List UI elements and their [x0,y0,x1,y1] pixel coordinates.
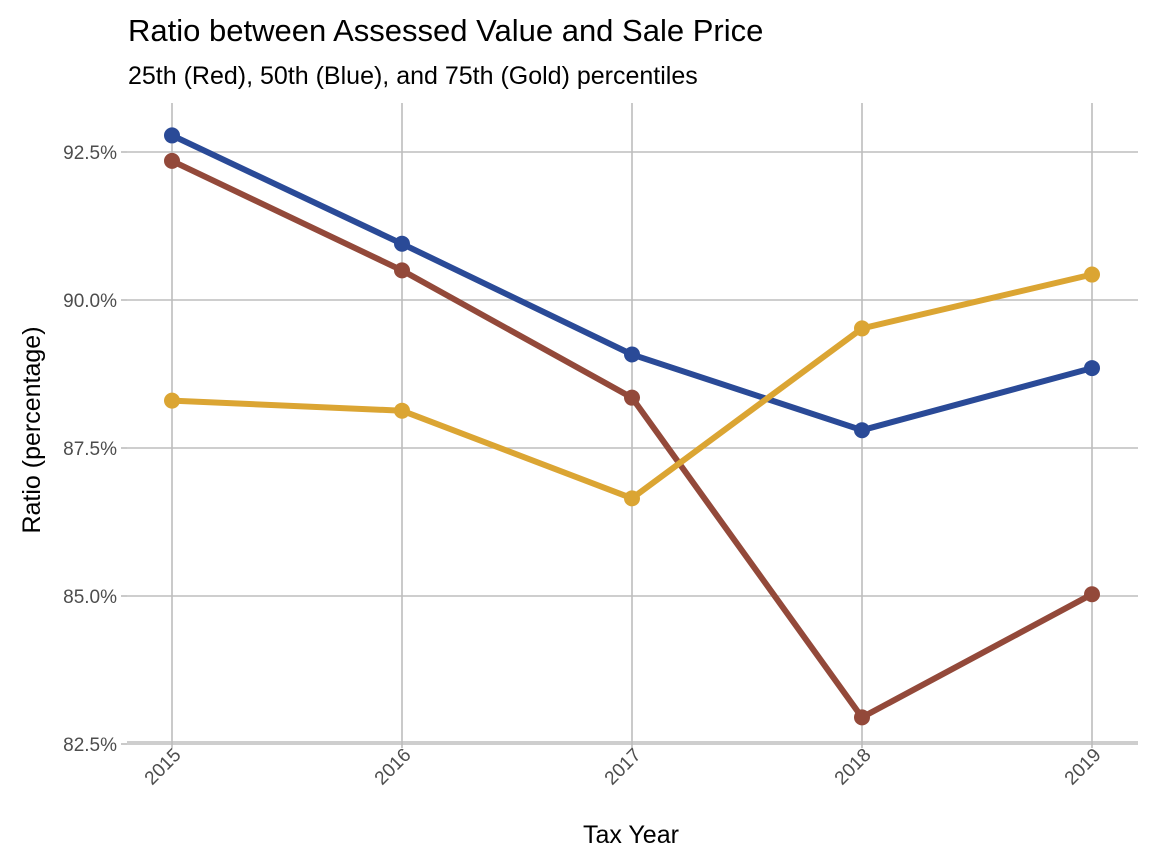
y-tick-label: 90.0% [63,291,117,312]
x-axis-title: Tax Year [583,821,679,849]
x-tick-label: 2019 [1061,745,1106,790]
data-point-p50 [1084,360,1100,377]
x-tick-label: 2018 [831,745,876,790]
data-point-p25 [854,709,870,726]
x-tick-label: 2015 [141,745,186,790]
data-point-p75 [1084,266,1100,283]
data-point-p25 [164,152,180,169]
y-axis-title: Ratio (percentage) [18,326,46,533]
data-point-p50 [624,346,640,363]
y-tick-label: 87.5% [63,439,117,460]
data-point-p25 [624,389,640,406]
data-point-p50 [164,127,180,144]
data-point-p75 [854,320,870,337]
x-tick-label: 2016 [371,745,416,790]
data-point-p50 [394,235,410,252]
chart-subtitle: 25th (Red), 50th (Blue), and 75th (Gold)… [128,62,698,90]
data-point-p75 [394,402,410,419]
data-point-p75 [164,392,180,409]
chart-title: Ratio between Assessed Value and Sale Pr… [128,13,763,48]
axes [121,151,1138,748]
data-point-p25 [394,262,410,279]
y-tick-label: 82.5% [63,735,117,756]
series-group [164,127,1100,726]
y-tick-label: 92.5% [63,143,117,164]
data-point-p75 [624,490,640,507]
data-point-p25 [1084,586,1100,603]
x-tick-label: 2017 [601,745,646,790]
tick-labels: 82.5% 85.0% 87.5% 90.0% 92.5% 2015 2016 2017 201… [63,143,1105,789]
y-tick-label: 85.0% [63,587,117,608]
data-point-p50 [854,422,870,439]
